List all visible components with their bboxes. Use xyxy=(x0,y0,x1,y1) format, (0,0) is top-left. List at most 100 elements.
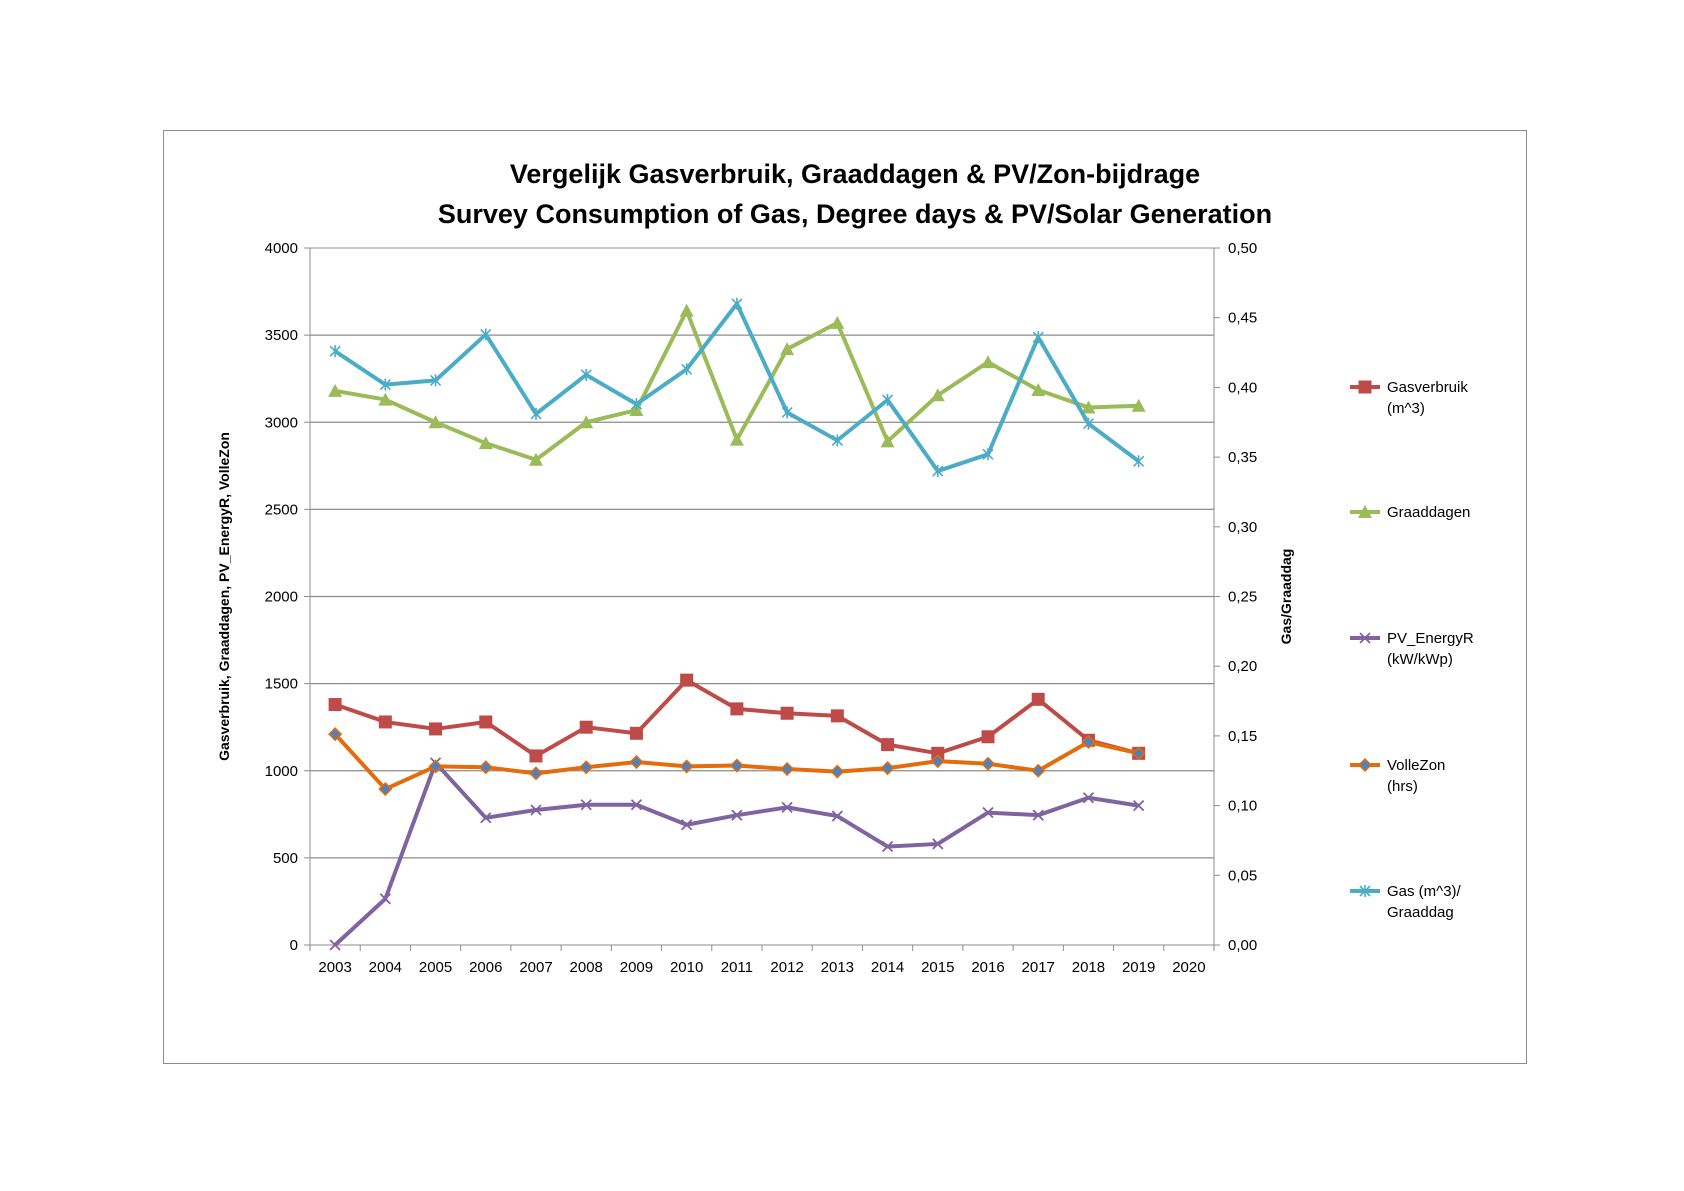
data-point xyxy=(830,315,845,329)
data-point xyxy=(579,760,594,775)
data-point xyxy=(629,726,643,740)
y-right-tick-label: 0,40 xyxy=(1228,379,1257,396)
x-tick-label: 2004 xyxy=(369,959,402,976)
data-point xyxy=(478,760,493,775)
legend-item: Gasverbruik (m^3) xyxy=(1350,379,1468,417)
x-tick-label: 2007 xyxy=(519,959,552,976)
y-axis-right: 0,00 0,05 0,10 0,15 0,20 0,25 0,30 0,35 0,40 0,45… xyxy=(1214,240,1257,954)
x-tick-label: 2011 xyxy=(721,959,753,976)
y-right-tick-label: 0,25 xyxy=(1228,589,1257,606)
data-point xyxy=(480,812,492,824)
series-0 xyxy=(328,673,1146,763)
series-2 xyxy=(329,757,1145,951)
data-point xyxy=(429,374,442,387)
y-right-tick-label: 0,05 xyxy=(1228,867,1257,884)
data-point xyxy=(630,398,643,411)
data-point xyxy=(480,328,492,341)
data-point xyxy=(1133,455,1145,468)
data-point xyxy=(679,759,694,774)
legend-label: Graaddagen xyxy=(1387,504,1470,521)
data-point xyxy=(530,804,542,816)
data-point xyxy=(881,738,895,752)
legend-swatch-marker xyxy=(1358,380,1372,394)
y-axis-left: 0 500 1000 1500 2000 2500 3000 3500 4000 xyxy=(265,240,310,954)
data-point xyxy=(428,415,443,429)
data-point xyxy=(880,761,895,776)
data-point xyxy=(1031,383,1046,397)
y-right-tick-label: 0,45 xyxy=(1228,310,1257,327)
data-point xyxy=(328,727,343,742)
x-tick-label: 2015 xyxy=(921,959,954,976)
data-point xyxy=(580,368,592,381)
legend-swatch-marker xyxy=(1359,885,1371,897)
y-right-tick-label: 0,20 xyxy=(1228,658,1257,675)
data-point xyxy=(1131,398,1146,412)
legend-label: Gas (m^3)/ xyxy=(1387,883,1462,900)
y-left-tick-label: 2000 xyxy=(265,589,298,606)
data-point xyxy=(930,388,945,402)
data-point xyxy=(679,303,694,317)
data-point xyxy=(530,407,542,420)
data-point xyxy=(932,838,944,850)
y-left-tick-label: 0 xyxy=(290,937,298,954)
data-point xyxy=(731,297,743,310)
data-point xyxy=(981,730,995,744)
data-point xyxy=(981,355,995,369)
legend-swatch-marker xyxy=(1358,505,1372,518)
x-tick-label: 2005 xyxy=(419,959,452,976)
data-point xyxy=(1081,734,1096,750)
series-1 xyxy=(328,303,1146,466)
legend-swatch-marker xyxy=(1357,757,1373,773)
x-tick-label: 2010 xyxy=(670,959,703,976)
data-point xyxy=(579,415,594,429)
x-tick-label: 2008 xyxy=(570,959,603,976)
y-left-tick-label: 4000 xyxy=(265,240,298,257)
data-point xyxy=(1031,763,1046,778)
data-point xyxy=(529,452,543,466)
legend-label: VolleZon xyxy=(1387,757,1445,774)
data-point xyxy=(378,392,393,406)
series-4 xyxy=(329,297,1145,478)
chart-title-line-1: Vergelijk Gasverbruik, Graaddagen & PV/Z… xyxy=(510,159,1200,189)
gridlines xyxy=(310,334,1214,859)
y-right-tick-label: 0,35 xyxy=(1228,449,1257,466)
data-point xyxy=(780,342,795,356)
data-point xyxy=(1031,692,1045,706)
data-point xyxy=(1032,331,1044,344)
data-point xyxy=(1082,417,1095,430)
x-tick-label: 2019 xyxy=(1122,959,1155,976)
legend-label: Graaddag xyxy=(1387,904,1454,921)
legend-label: PV_EnergyR xyxy=(1387,630,1474,647)
data-point xyxy=(980,756,996,771)
y-right-tick-label: 0,15 xyxy=(1228,728,1257,745)
data-point xyxy=(982,448,994,461)
y-left-tick-label: 1500 xyxy=(265,676,298,693)
data-point xyxy=(329,939,341,951)
data-point xyxy=(328,383,343,397)
data-point xyxy=(930,754,945,769)
legend-item: Gas (m^3)/ Graaddag xyxy=(1350,883,1462,921)
data-point xyxy=(731,809,743,821)
data-point xyxy=(1081,400,1096,414)
x-tick-label: 2018 xyxy=(1072,959,1105,976)
legend: Gasverbruik (m^3) Graaddagen PV_EnergyR (kW/… xyxy=(1350,379,1474,921)
data-point xyxy=(379,378,391,391)
x-tick-label: 2012 xyxy=(770,959,803,976)
x-tick-label: 2006 xyxy=(469,959,502,976)
series-line xyxy=(334,301,1140,474)
data-point xyxy=(831,810,843,822)
data-point xyxy=(629,754,644,770)
data-point xyxy=(781,406,793,419)
data-point xyxy=(830,709,844,723)
data-point xyxy=(831,434,843,447)
x-tick-label: 2016 xyxy=(971,959,1004,976)
y-axis-left-title: Gasverbruik, Graaddagen, PV_EnergyR, Vol… xyxy=(216,432,232,761)
data-point xyxy=(378,781,393,797)
data-point xyxy=(478,436,493,450)
series-line xyxy=(334,678,1140,758)
data-point xyxy=(982,806,994,819)
series-3 xyxy=(328,727,1146,797)
data-point xyxy=(580,799,592,811)
data-point xyxy=(780,761,795,777)
